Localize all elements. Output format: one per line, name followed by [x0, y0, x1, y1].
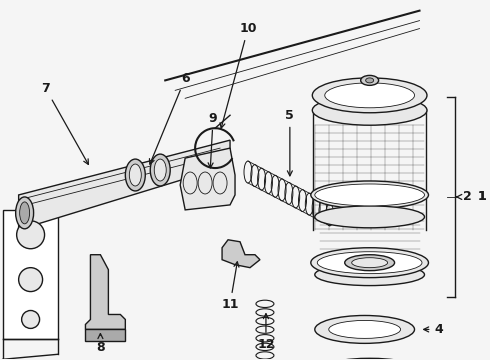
Bar [85, 329, 125, 341]
Ellipse shape [361, 75, 379, 85]
Ellipse shape [311, 248, 428, 278]
Text: 10: 10 [220, 22, 257, 128]
Text: 2: 2 [457, 190, 472, 203]
Ellipse shape [315, 206, 424, 228]
Polygon shape [180, 148, 235, 210]
Text: 1: 1 [456, 110, 486, 203]
Text: 11: 11 [221, 262, 239, 311]
Ellipse shape [22, 310, 40, 328]
Text: 1: 1 [477, 190, 486, 203]
Text: 5: 5 [286, 109, 294, 176]
Bar [2, 210, 57, 339]
Ellipse shape [129, 164, 141, 186]
Ellipse shape [20, 202, 29, 224]
Ellipse shape [312, 78, 427, 113]
Polygon shape [222, 240, 260, 268]
Ellipse shape [312, 95, 427, 125]
Polygon shape [85, 255, 125, 329]
Text: 4: 4 [424, 323, 443, 336]
Text: 9: 9 [208, 112, 218, 168]
Text: 7: 7 [41, 82, 88, 165]
Ellipse shape [125, 159, 145, 191]
Text: 6: 6 [149, 72, 190, 164]
Ellipse shape [16, 197, 34, 229]
Ellipse shape [154, 159, 166, 181]
Ellipse shape [315, 315, 415, 343]
Text: 8: 8 [96, 334, 105, 354]
Ellipse shape [366, 78, 374, 83]
Text: 3: 3 [0, 359, 1, 360]
Ellipse shape [345, 255, 394, 271]
Ellipse shape [329, 320, 400, 338]
Ellipse shape [325, 83, 415, 108]
Ellipse shape [19, 268, 43, 292]
Ellipse shape [311, 181, 428, 209]
Polygon shape [19, 140, 230, 230]
Ellipse shape [352, 258, 388, 268]
Text: 12: 12 [257, 314, 275, 351]
Ellipse shape [315, 264, 424, 285]
Ellipse shape [17, 221, 45, 249]
Ellipse shape [318, 252, 422, 274]
Ellipse shape [315, 184, 424, 206]
Ellipse shape [150, 154, 170, 186]
Ellipse shape [325, 358, 415, 360]
